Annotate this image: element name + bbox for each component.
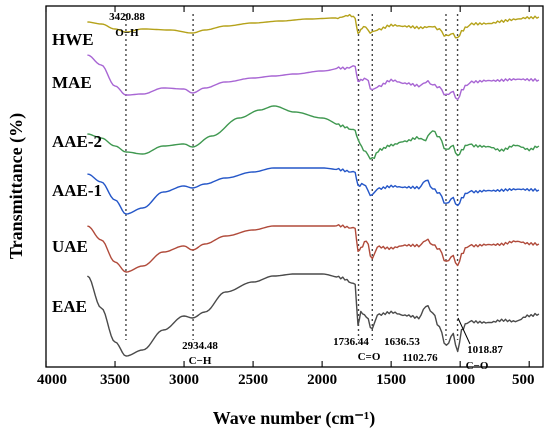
series-label-hwe: HWE [52, 30, 94, 49]
x-tick-label: 2000 [307, 372, 337, 388]
series-line-aae-1 [87, 167, 540, 215]
x-axis-title: Wave number (cm⁻¹) [213, 408, 376, 429]
x-tick-label: 4000 [37, 372, 67, 388]
series-label-aae-2: AAE-2 [52, 132, 102, 151]
annotation-ch: C−H [189, 355, 212, 367]
series-label-aae-1: AAE-1 [52, 181, 102, 200]
annotation-pointer-1018 [457, 317, 471, 345]
series-layer [86, 13, 540, 357]
annotation-1636: 1636.53 [384, 336, 420, 348]
annotation-3420: 3420.88 [109, 11, 145, 23]
annotation-co-single: C−O [466, 360, 489, 372]
series-label-eae: EAE [52, 297, 87, 316]
series-line-mae [87, 54, 540, 101]
x-tick-label: 3000 [169, 372, 199, 388]
reference-lines [125, 14, 459, 340]
series-label-uae: UAE [52, 237, 88, 256]
annotation-1736: 1736.44 [333, 336, 369, 348]
x-tick-label: 1500 [376, 372, 406, 388]
series-line-uae [87, 224, 540, 273]
x-tick-label: 500 [512, 372, 535, 388]
y-axis-title: Transmittance (%) [6, 113, 27, 259]
annotation-1102: 1102.76 [402, 352, 438, 364]
annotation-2934: 2934.48 [182, 340, 218, 352]
x-axis-ticks: 4000 3500 3000 2500 2000 1500 1000 500 [37, 6, 534, 388]
x-tick-label: 3500 [100, 372, 130, 388]
plot-area: 4000 3500 3000 2500 2000 1500 1000 500 [37, 5, 544, 388]
annotation-co-double: C=O [358, 351, 381, 363]
annotation-oh: O−H [115, 27, 139, 39]
x-tick-label: 1000 [445, 372, 475, 388]
plot-frame [45, 5, 544, 368]
series-label-mae: MAE [52, 73, 92, 92]
series-line-eae [86, 273, 540, 357]
annotation-1018: 1018.87 [467, 344, 503, 356]
series-line-aae-2 [87, 105, 540, 160]
series-line-hwe [87, 13, 540, 39]
x-tick-label: 2500 [238, 372, 268, 388]
